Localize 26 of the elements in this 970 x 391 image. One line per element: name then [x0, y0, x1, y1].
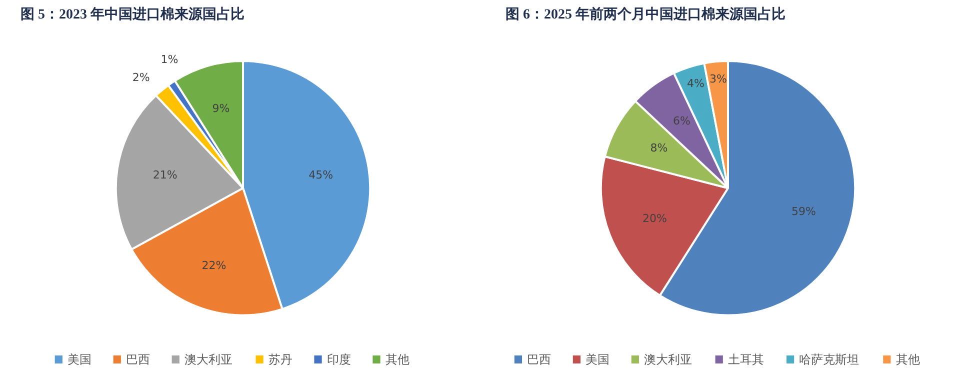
data-label: 45%: [308, 168, 334, 182]
legend-label: 澳大利亚: [644, 352, 692, 366]
data-label: 1%: [160, 53, 178, 66]
legend-label: 其他: [385, 352, 410, 366]
legend-label: 巴西: [126, 352, 150, 366]
legend-label: 其他: [896, 352, 920, 366]
chart-title: 图 6：2025 年前两个月中国进口棉来源国占比: [506, 6, 786, 22]
data-label: 8%: [650, 142, 668, 155]
legend-label: 巴西: [527, 352, 552, 366]
legend-label: 哈萨克斯坦: [799, 352, 860, 366]
legend-label: 美国: [68, 352, 92, 366]
data-label: 6%: [672, 114, 690, 128]
legend-label: 印度: [326, 352, 351, 366]
data-label: 21%: [152, 168, 178, 182]
data-label: 59%: [791, 204, 816, 218]
legend-label: 土耳其: [728, 352, 764, 366]
data-label: 4%: [687, 77, 705, 90]
legend-label: 澳大利亚: [184, 352, 233, 366]
data-label: 9%: [212, 102, 230, 115]
data-label: 3%: [709, 72, 727, 86]
chart-title: 图 5：2023 年中国进口棉来源国占比: [20, 6, 244, 22]
data-label: 20%: [642, 212, 667, 226]
data-label: 22%: [202, 258, 226, 272]
legend-label: 美国: [586, 352, 610, 366]
data-label: 2%: [132, 70, 150, 84]
legend-label: 苏丹: [268, 352, 292, 366]
